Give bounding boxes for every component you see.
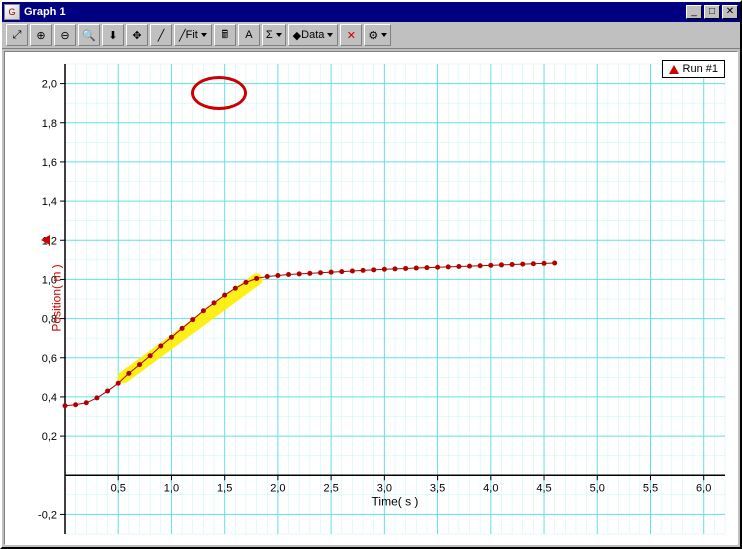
calculator-glyph: 🖩 — [222, 26, 229, 45]
maximize-button[interactable]: □ — [704, 5, 720, 19]
zoom-select-icon[interactable]: 🔍 — [78, 24, 100, 46]
text-annotation-icon[interactable]: A — [238, 24, 260, 46]
svg-text:1,4: 1,4 — [42, 196, 57, 208]
delete-icon[interactable]: ✕ — [340, 24, 362, 46]
svg-text:0,2: 0,2 — [42, 431, 57, 443]
sigma-menu-glyph: Σ — [266, 29, 273, 41]
window-controls: _ □ ✕ — [686, 5, 738, 19]
svg-text:4,5: 4,5 — [536, 482, 551, 494]
selection-tool-glyph: ╱ — [158, 29, 165, 42]
minimize-button[interactable]: _ — [686, 5, 702, 19]
fit-glyph: ╱ — [179, 29, 186, 42]
svg-text:-0,2: -0,2 — [38, 509, 57, 521]
svg-text:0,5: 0,5 — [111, 482, 126, 494]
dropdown-caret-icon — [381, 33, 387, 37]
svg-text:3,0: 3,0 — [377, 482, 392, 494]
fit-button-label: Fit — [186, 29, 198, 41]
y-axis-indicator-icon — [41, 235, 50, 245]
fit-button[interactable]: ╱ Fit — [174, 24, 212, 46]
svg-text:0,6: 0,6 — [42, 353, 57, 365]
titlebar: G Graph 1 _ □ ✕ — [2, 2, 740, 22]
zoom-in-icon[interactable]: ⊕ — [30, 24, 52, 46]
legend-label: Run #1 — [683, 63, 718, 75]
selection-tool-icon[interactable]: ╱ — [150, 24, 172, 46]
dropdown-caret-icon — [327, 33, 333, 37]
legend[interactable]: Run #1 — [662, 60, 725, 78]
y-axis-label: Position( m ) — [50, 264, 64, 331]
svg-text:5,5: 5,5 — [643, 482, 658, 494]
chart-area[interactable]: 0,5 1,0 1,5 2,0 2,5 3,0 3,5 4,0 4,5 5,0 5,5 6,0 -0,2… — [4, 51, 738, 545]
svg-text:2,0: 2,0 — [42, 79, 57, 91]
sigma-menu-icon[interactable]: Σ — [262, 24, 286, 46]
data-menu-button-label: Data — [301, 29, 324, 41]
app-icon: G — [4, 4, 20, 20]
scale-to-fit-icon[interactable]: ⤢ — [6, 24, 28, 46]
toolbar: ⤢⊕⊖🔍⬇✥╱╱ Fit🖩AΣ◆ Data✕⚙ — [2, 22, 740, 49]
scale-to-fit-glyph: ⤢ — [13, 29, 22, 42]
cursor-tool-icon[interactable]: ⬇ — [102, 24, 124, 46]
svg-text:6,0: 6,0 — [696, 482, 711, 494]
svg-text:2,0: 2,0 — [270, 482, 285, 494]
settings-icon[interactable]: ⚙ — [364, 24, 391, 46]
zoom-out-icon[interactable]: ⊖ — [54, 24, 76, 46]
svg-text:1,5: 1,5 — [217, 482, 232, 494]
data-menu-glyph: ◆ — [293, 29, 301, 42]
text-annotation-glyph: A — [245, 29, 252, 41]
xy-tool-icon[interactable]: ✥ — [126, 24, 148, 46]
svg-text:5,0: 5,0 — [590, 482, 605, 494]
app-window: G Graph 1 _ □ ✕ ⤢⊕⊖🔍⬇✥╱╱ Fit🖩AΣ◆ Data✕⚙ … — [0, 0, 742, 549]
zoom-in-glyph: ⊕ — [36, 29, 45, 42]
svg-text:1,0: 1,0 — [164, 482, 179, 494]
svg-text:0,4: 0,4 — [42, 392, 57, 404]
dropdown-caret-icon — [201, 33, 207, 37]
svg-text:1,6: 1,6 — [42, 157, 57, 169]
zoom-out-glyph: ⊖ — [60, 29, 69, 42]
legend-marker-icon — [669, 65, 679, 74]
svg-text:1,8: 1,8 — [42, 118, 57, 130]
svg-text:3,5: 3,5 — [430, 482, 445, 494]
zoom-select-glyph: 🔍 — [82, 29, 96, 42]
dropdown-caret-icon — [276, 33, 282, 37]
close-button[interactable]: ✕ — [722, 5, 738, 19]
delete-glyph: ✕ — [347, 29, 356, 42]
svg-text:2,5: 2,5 — [323, 482, 338, 494]
cursor-tool-glyph: ⬇ — [108, 29, 117, 42]
settings-glyph: ⚙ — [368, 29, 378, 42]
calculator-icon[interactable]: 🖩 — [214, 24, 236, 46]
svg-text:4,0: 4,0 — [483, 482, 498, 494]
data-menu-button[interactable]: ◆ Data — [288, 24, 339, 46]
window-title: Graph 1 — [24, 6, 686, 18]
xy-tool-glyph: ✥ — [132, 29, 141, 42]
chart-svg: 0,5 1,0 1,5 2,0 2,5 3,0 3,5 4,0 4,5 5,0 5,5 6,0 -0,2… — [5, 52, 738, 545]
svg-text:Time( s ): Time( s ) — [372, 494, 419, 508]
